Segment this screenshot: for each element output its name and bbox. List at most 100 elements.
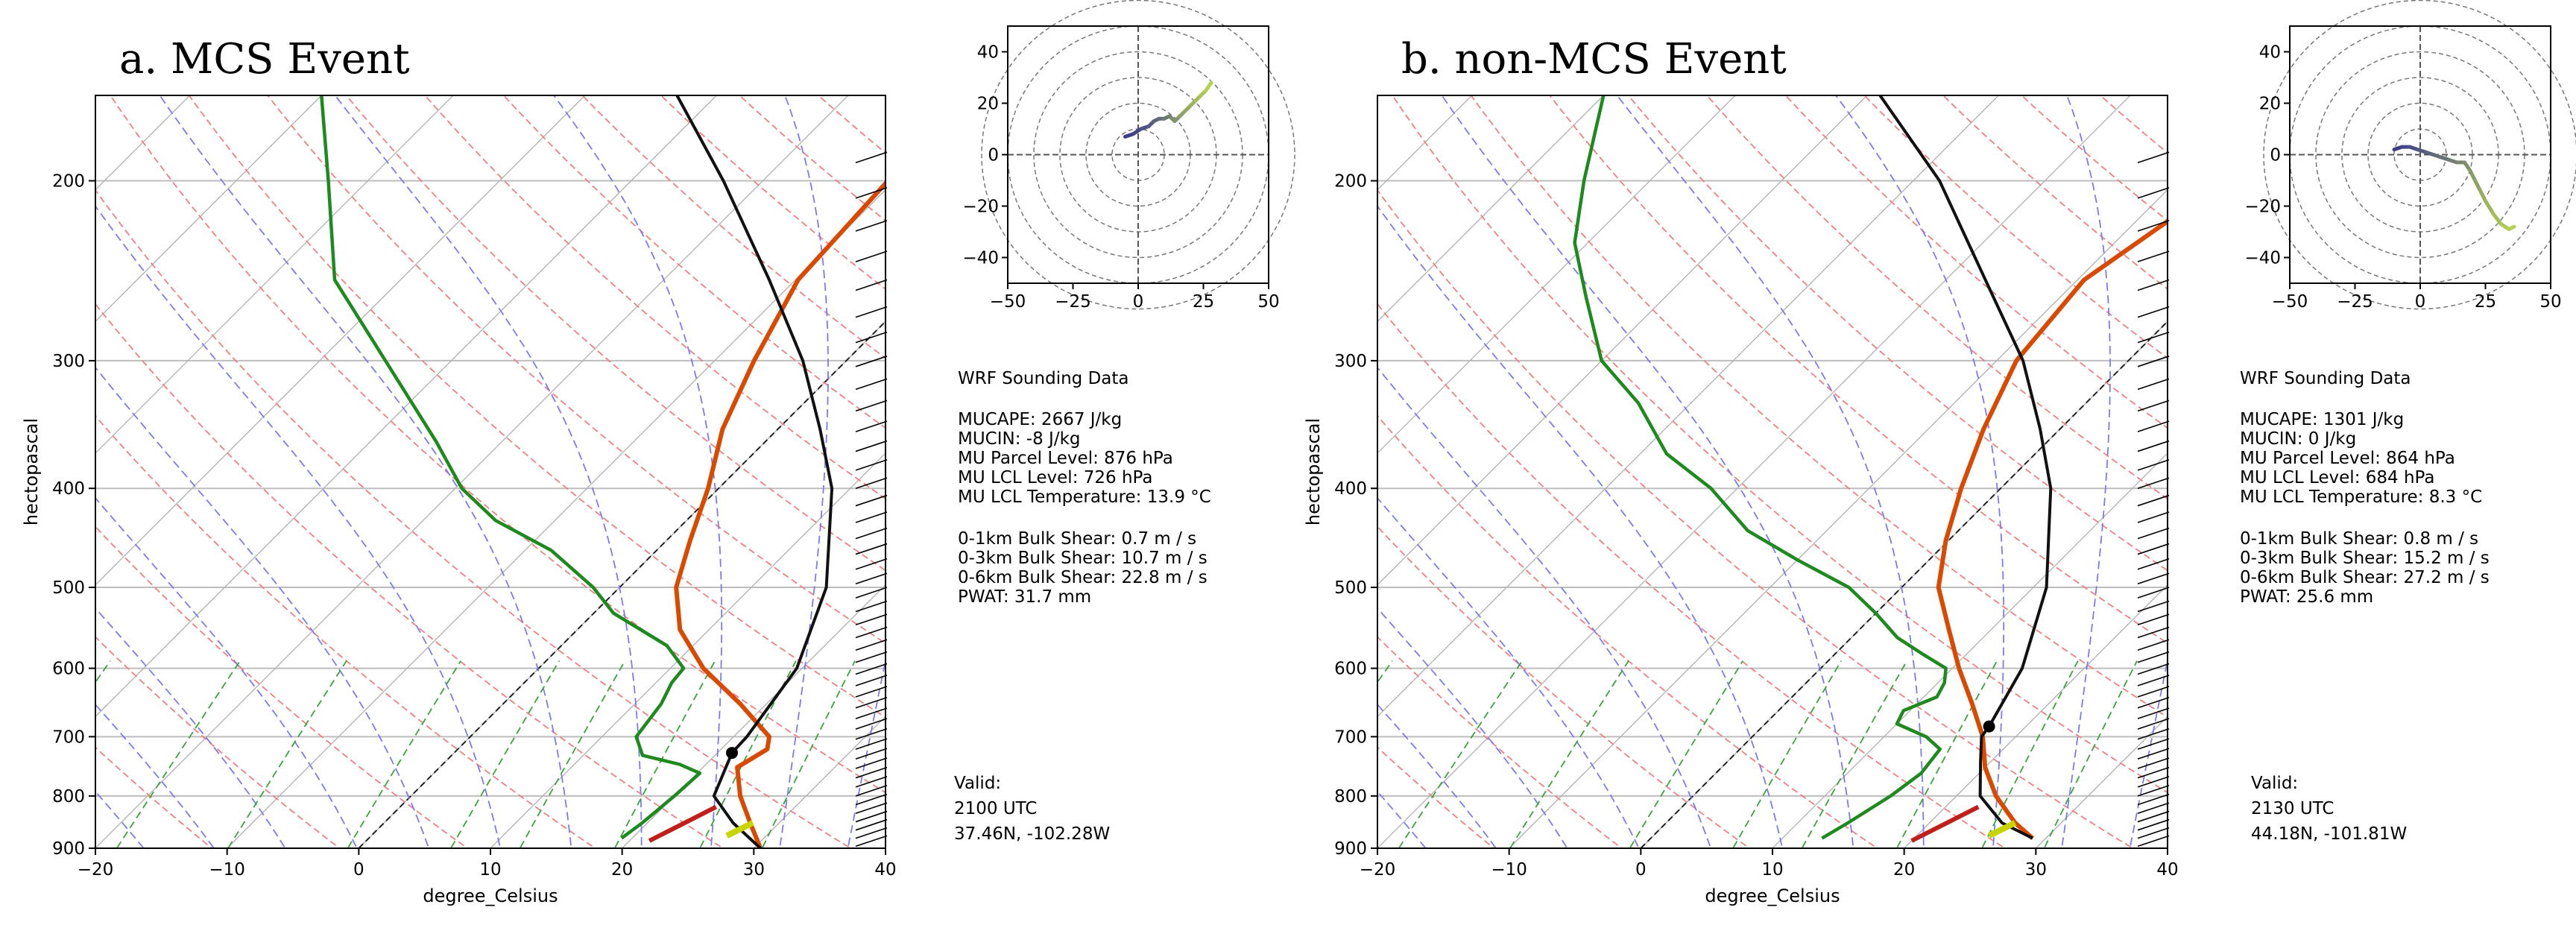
- wind-barb: [2137, 220, 2170, 232]
- wind-barb: [855, 572, 888, 585]
- hodograph-segment: [2491, 212, 2503, 227]
- isotherm: [95, 95, 454, 454]
- wind-barb: [2137, 810, 2170, 823]
- dry-adiabat: [1784, 95, 2168, 429]
- info-b-location: 44.18N, -101.81W: [2251, 824, 2407, 844]
- moist-adiabat: [1377, 496, 1640, 848]
- wind-barb: [2137, 420, 2170, 432]
- dry-adiabat: [95, 636, 341, 848]
- info-b-mu-lcl-temp: MU LCL Temperature: 8.3 °C: [2240, 487, 2482, 507]
- skewt-b-profiles: [1573, 95, 2168, 843]
- moist-adiabat: [779, 95, 829, 848]
- wind-barb: [855, 459, 888, 471]
- info-b: WRF Sounding Data MUCAPE: 1301 J/kg MUCI…: [2240, 369, 2490, 844]
- x-tick-label: 10: [479, 860, 501, 880]
- dry-adiabat: [1377, 414, 1878, 848]
- y-tick-label: 500: [52, 578, 85, 598]
- info-a-valid-time: 2100 UTC: [954, 799, 1037, 818]
- moist-adiabat: [95, 607, 286, 848]
- info-b-mu-parcel: MU Parcel Level: 864 hPa: [2240, 449, 2455, 468]
- hodograph-x-tick-label: 50: [1257, 292, 1279, 312]
- info-b-valid-time: 2130 UTC: [2251, 799, 2334, 818]
- wind-barb: [2137, 835, 2170, 847]
- isotherm: [2035, 716, 2168, 848]
- dry-adiabat: [95, 414, 596, 848]
- moist-adiabat: [95, 496, 358, 848]
- info-a-shear1: 0-1km Bulk Shear: 0.7 m / s: [958, 529, 1196, 549]
- isotherm: [490, 452, 886, 848]
- mixing-ratio-line: [2043, 660, 2138, 848]
- dry-adiabat: [502, 95, 886, 429]
- wind-barb: [855, 686, 888, 698]
- y-tick-label: 600: [1334, 660, 1367, 679]
- wind-barb: [855, 707, 888, 719]
- y-tick-label: 700: [1334, 727, 1367, 747]
- mixing-ratio-line: [449, 660, 561, 848]
- wind-barb: [2137, 757, 2170, 769]
- wind-barb: [855, 827, 888, 839]
- wind-barb: [2137, 511, 2170, 523]
- info-b-heading: WRF Sounding Data: [2240, 369, 2411, 388]
- x-tick-label: 10: [1761, 860, 1783, 880]
- wind-barb: [855, 835, 888, 847]
- y-tick-label: 500: [1334, 578, 1367, 598]
- info-a-location: 37.46N, -102.28W: [954, 824, 1110, 844]
- isotherm: [622, 584, 886, 848]
- panel-b-title: b. non-MCS Event: [1401, 35, 1787, 83]
- wind-barb: [855, 728, 888, 740]
- skewt-a-profiles: [320, 95, 886, 848]
- hodograph-y-tick-label: −40: [2244, 249, 2281, 268]
- wind-barb: [855, 587, 888, 599]
- wind-barb: [855, 600, 888, 613]
- wind-barb: [855, 639, 888, 651]
- dry-adiabat: [581, 95, 886, 359]
- hodograph-y-tick-label: 0: [2270, 146, 2281, 165]
- x-tick-label: 40: [874, 860, 896, 880]
- skewt-b: −20 −10 0 10 20 30 40200300400500600700800900 …: [1303, 95, 2179, 906]
- y-tick-label: 200: [1334, 172, 1367, 192]
- info-b-pwat: PWAT: 25.6 mm: [2240, 587, 2373, 607]
- hodograph-y-tick-label: −40: [962, 249, 999, 268]
- dry-adiabat: [95, 303, 724, 848]
- mixing-ratio-line: [1398, 660, 1523, 848]
- x-tick-label: 40: [2156, 860, 2178, 880]
- wind-barb: [2137, 378, 2170, 391]
- y-tick-label: 800: [1334, 787, 1367, 806]
- info-b-mu-lcl: MU LCL Level: 684 hPa: [2240, 468, 2434, 487]
- wind-barb: [2137, 587, 2170, 599]
- hodograph-a-ticks: −50 −25 0 25 50 −40 −20 0 20 40: [962, 43, 1279, 312]
- hodograph-segment: [2468, 168, 2477, 183]
- wind-barb: [2137, 802, 2170, 814]
- wind-barb: [855, 477, 888, 489]
- wind-barb: [855, 810, 888, 823]
- hodograph-b-ticks: −50 −25 0 25 50 −40 −20 0 20 40: [2244, 43, 2561, 312]
- hodograph-x-tick-label: −25: [2337, 292, 2373, 312]
- wind-barb: [2137, 707, 2170, 719]
- wind-barb: [2137, 651, 2170, 663]
- dry-adiabat: [738, 95, 886, 222]
- wind-barb: [2137, 306, 2170, 318]
- hodograph-y-tick-label: −20: [2244, 198, 2281, 217]
- wind-barb: [855, 527, 888, 540]
- dry-adiabat: [1942, 95, 2168, 290]
- mixing-ratio-line: [1509, 660, 1629, 848]
- wind-barb: [2137, 494, 2170, 507]
- wind-barb: [2137, 738, 2170, 750]
- dry-adiabat: [1470, 95, 2168, 719]
- wind-barb: [2137, 818, 2170, 831]
- info-a-mucape: MUCAPE: 2667 J/kg: [958, 410, 1122, 429]
- wind-barb: [2137, 776, 2170, 788]
- hodograph-y-tick-label: 20: [2259, 95, 2281, 114]
- x-tick-label: 20: [1893, 860, 1915, 880]
- y-tick-label: 600: [52, 660, 85, 679]
- moist-adiabat: [1616, 95, 1925, 848]
- y-tick-label: 400: [52, 479, 85, 499]
- info-b-valid-label: Valid:: [2251, 774, 2298, 793]
- moist-adiabat: [2061, 95, 2111, 848]
- wind-barb: [855, 757, 888, 769]
- hodograph-x-tick-label: 25: [1193, 292, 1214, 312]
- hodograph-x-tick-label: −50: [990, 292, 1026, 312]
- hodograph-y-tick-label: 20: [977, 95, 999, 114]
- dry-adiabat: [817, 95, 886, 154]
